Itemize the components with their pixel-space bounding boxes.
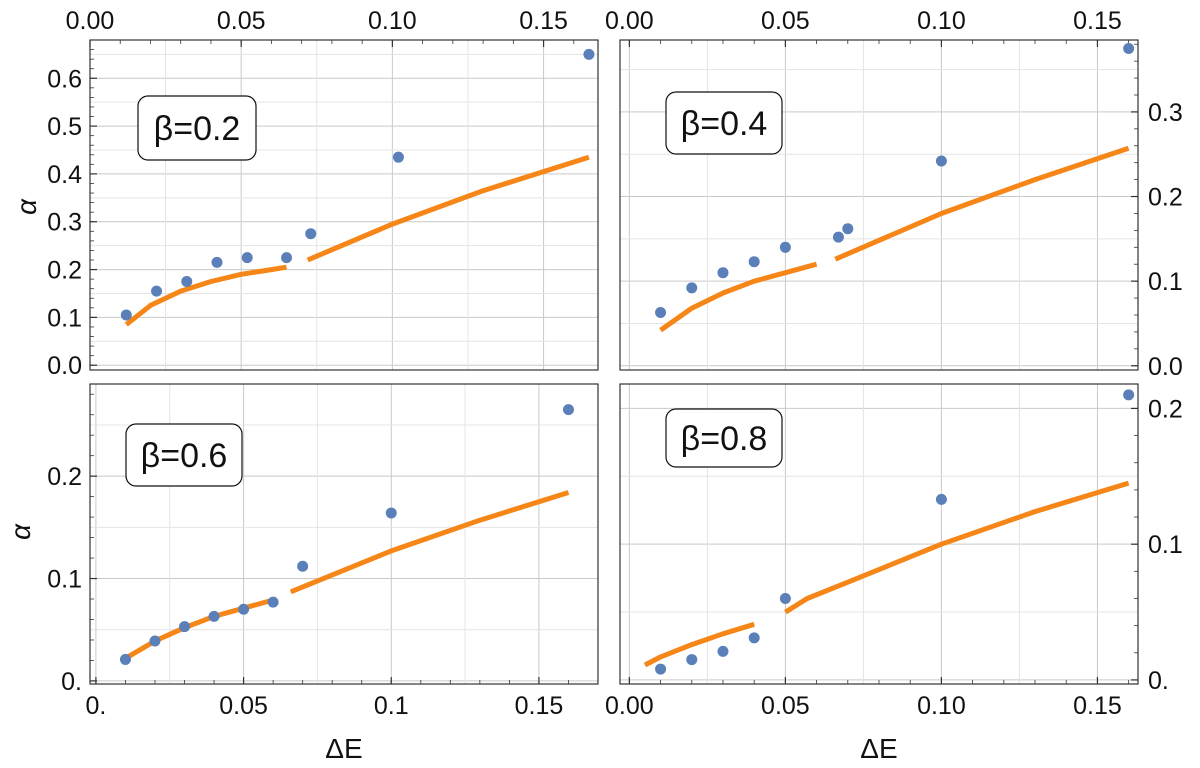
y-tick-label: 0. [1148,667,1169,695]
x-tick-label: 0.00 [605,7,654,35]
data-point [583,48,595,60]
series-line-fit-low [124,264,287,327]
y-tick-label: 0.1 [47,566,82,594]
data-point [935,493,947,505]
x-tick-label: 0.00 [66,7,115,35]
data-point [267,596,279,608]
chart-panels: 0.00 0.05 0.10 0.15 0.0 0.1 0.2 0.3 0.4 0.5 0.6 β=0… [5,7,1183,764]
beta-label: β=0.2 [154,110,241,148]
y-axis-title: α [11,198,42,215]
data-point [385,507,397,519]
data-point [305,228,317,240]
y-tick-label: 0.4 [47,161,82,189]
beta-label: β=0.8 [681,420,768,458]
x-tick-label: 0.05 [219,692,268,720]
y-tick-label: 0.0 [1148,353,1183,381]
y-tick-label: 0.2 [1148,184,1183,212]
data-point [151,285,163,297]
y-tick-label: 0. [61,668,82,696]
data-point [211,256,223,268]
x-tick-label: 0.15 [1073,7,1122,35]
y-tick-label: 0.3 [47,209,82,237]
data-point [1123,42,1135,54]
y-axis-title: α [5,523,36,540]
data-point [120,309,132,321]
data-point [281,252,293,264]
data-point [748,632,760,644]
data-point [179,621,191,633]
data-point [779,592,791,604]
data-point [935,155,947,167]
series-line-fit-high [784,480,1130,615]
panel-top-right: 0.00 0.05 0.10 0.15 0.0 0.1 0.2 0.3 β=0.4 [605,7,1183,381]
beta-label-box [125,423,243,487]
data-point [655,306,667,318]
x-tick-label: 0.00 [605,692,654,720]
data-point [297,560,309,572]
y-tick-label: 0.3 [1148,99,1183,127]
y-tick-label: 0.0 [47,352,82,380]
plot-frame [89,383,599,685]
y-tick-label: 0.5 [47,113,82,141]
panel-top-left: 0.00 0.05 0.10 0.15 0.0 0.1 0.2 0.3 0.4 0.5 0.6 β=0… [11,7,599,380]
y-tick-label: 0.1 [47,304,82,332]
series-line-fit-high [306,154,590,263]
data-point [686,282,698,294]
beta-label: β=0.4 [681,105,768,143]
data-point [119,653,131,665]
y-tick-label: 0.2 [47,463,82,491]
x-tick-label: 0.10 [917,692,966,720]
x-axis-title: ΔE [325,733,362,764]
x-tick-label: 0.15 [519,7,568,35]
data-point [392,151,404,163]
series-line-fit-low [124,597,274,661]
beta-label-box [665,408,783,468]
data-point [1123,389,1135,401]
data-point [655,663,667,675]
x-tick-label: 0.05 [761,692,810,720]
panel-bottom-right: 0.00 0.05 0.10 0.15 0. 0.1 0.2 β=0.8 ΔE [605,383,1183,764]
y-tick-label: 0.1 [1148,531,1183,559]
data-point [208,610,220,622]
x-tick-label: 0.05 [217,7,266,35]
beta-label-box [137,95,257,161]
plot-frame [619,39,1139,371]
beta-label: β=0.6 [141,437,228,475]
x-tick-label: 0.10 [368,7,417,35]
data-point [241,252,253,264]
data-point [686,654,698,666]
x-tick-label: 0.15 [515,692,564,720]
series-line-fit-low [643,621,755,668]
series-line-fit-high [834,145,1130,262]
data-point [181,276,193,288]
series-line-fit-low [659,261,818,333]
y-tick-label: 0.2 [1148,395,1183,423]
data-point [779,241,791,253]
beta-label-box [665,91,783,155]
panel-bottom-left: 0. 0.05 0.1 0.15 0. 0.1 0.2 β=0.6 α ΔE [5,383,599,764]
series-line-fit-high [289,490,570,595]
x-axis-title: ΔE [860,733,897,764]
y-tick-label: 0.6 [47,65,82,93]
data-point [562,404,574,416]
x-tick-label: 0.15 [1073,692,1122,720]
y-tick-label: 0.1 [1148,268,1183,296]
x-tick-label: 0. [85,692,106,720]
data-point [748,256,760,268]
data-point [238,603,250,615]
data-point [717,645,729,657]
data-point [149,635,161,647]
x-tick-label: 0.05 [761,7,810,35]
y-tick-label: 0.2 [47,257,82,285]
x-tick-label: 0.10 [917,7,966,35]
data-point [717,267,729,279]
plot-frame [89,39,599,371]
x-tick-label: 0.1 [374,692,409,720]
data-point [832,231,844,243]
data-point [842,223,854,235]
